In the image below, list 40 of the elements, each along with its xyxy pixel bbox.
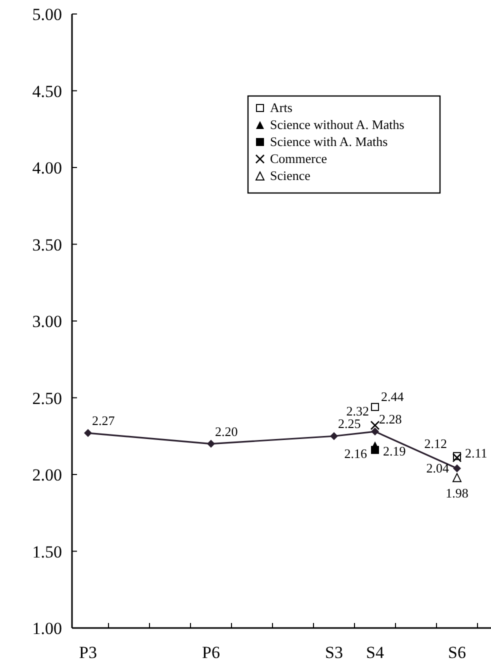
point xyxy=(330,432,338,440)
legend-label: Commerce xyxy=(270,151,328,166)
point xyxy=(452,473,462,482)
x-tick-label: S6 xyxy=(448,643,466,662)
point xyxy=(371,402,379,411)
data-label: 2.12 xyxy=(424,436,447,452)
x-tick-label: P3 xyxy=(79,643,97,662)
data-label: 2.27 xyxy=(92,413,116,428)
data-label: 2.44 xyxy=(381,388,404,404)
y-tick-label: 3.00 xyxy=(32,312,62,331)
y-tick-label: 2.50 xyxy=(32,388,62,408)
data-label: 2.28 xyxy=(379,412,402,427)
data-label: 2.25 xyxy=(338,416,361,432)
y-tick-label: 3.50 xyxy=(32,235,62,254)
data-label: 2.04 xyxy=(426,460,450,476)
point xyxy=(207,440,215,448)
point xyxy=(371,428,379,436)
legend-label: Science without A. Maths xyxy=(270,117,404,132)
point xyxy=(453,464,461,472)
legend-label: Science xyxy=(270,168,311,183)
y-tick-label: 4.00 xyxy=(32,158,62,178)
y-tick-label: 1.50 xyxy=(32,542,62,562)
x-tick-label: S4 xyxy=(366,643,384,662)
y-tick-label: 4.50 xyxy=(32,82,62,101)
legend-label: Science with A. Maths xyxy=(270,134,388,149)
y-tick-label: 2.00 xyxy=(32,466,62,484)
point xyxy=(84,429,92,438)
data-label: 2.19 xyxy=(383,443,406,458)
data-label: 2.11 xyxy=(465,446,488,461)
data-label: 2.32 xyxy=(346,403,369,418)
point xyxy=(371,446,379,454)
point xyxy=(370,420,380,430)
legend-label: Arts xyxy=(270,100,292,115)
y-tick-label: 1.00 xyxy=(32,619,62,638)
data-label: 2.20 xyxy=(215,424,238,439)
data-label: 2.16 xyxy=(344,446,368,461)
x-tick-label: P6 xyxy=(202,643,220,662)
x-tick-label: S3 xyxy=(325,643,343,662)
data-label: 1.98 xyxy=(446,486,468,501)
y-tick-label: 5.00 xyxy=(32,5,62,24)
